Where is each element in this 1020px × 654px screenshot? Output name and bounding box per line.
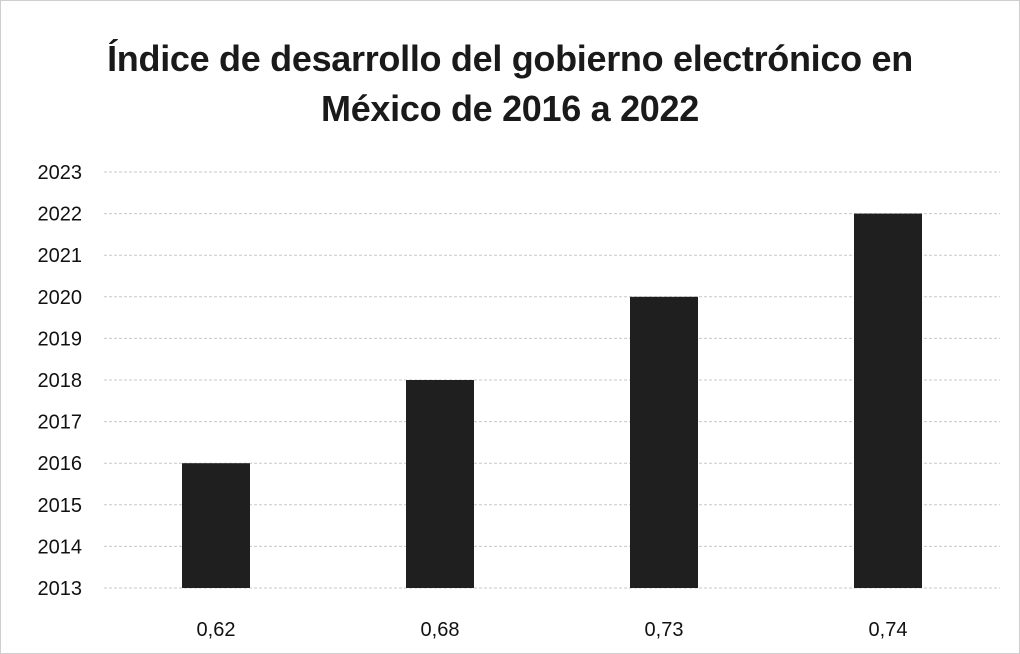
y-tick-label: 2014 [38,536,83,558]
y-tick-label: 2020 [38,287,83,309]
y-tick-label: 2022 [38,204,83,226]
x-tick-label: 0,68 [421,619,460,641]
y-tick-label: 2017 [38,412,83,434]
chart-title: Índice de desarrollo del gobierno electr… [0,34,1020,134]
y-tick-label: 2021 [38,245,83,267]
y-tick-label: 2016 [38,453,83,475]
y-tick-label: 2018 [38,370,83,392]
bar-1 [182,463,250,588]
bar-4 [854,213,922,588]
y-tick-label: 2019 [38,328,83,350]
x-tick-label: 0,74 [869,619,908,641]
y-tick-label: 2015 [38,495,83,517]
bar-3 [630,296,698,588]
bar-2 [406,380,474,588]
x-tick-label: 0,62 [197,619,236,641]
chart-title-line-1: Índice de desarrollo del gobierno electr… [107,38,913,79]
y-tick-label: 2013 [38,578,83,600]
y-tick-label: 2023 [38,162,83,184]
x-tick-label: 0,73 [645,619,684,641]
chart-title-line-2: México de 2016 a 2022 [321,88,699,129]
